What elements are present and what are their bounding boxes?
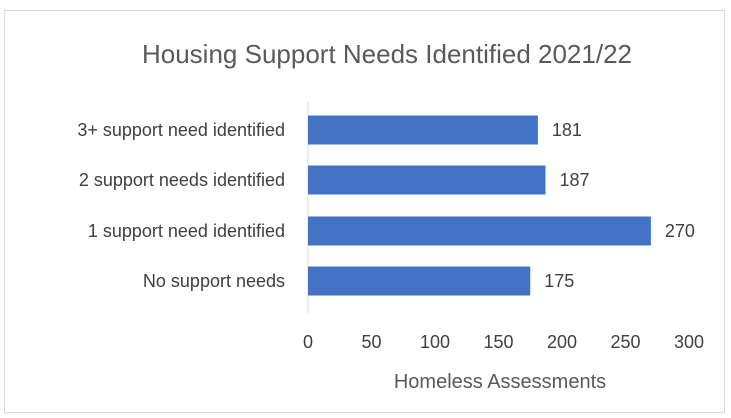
category-label-0: 3+ support need identified	[77, 120, 285, 140]
x-tick-5: 250	[610, 332, 640, 352]
x-tick-2: 100	[420, 332, 450, 352]
data-label-1: 187	[559, 170, 589, 190]
data-label-3: 175	[544, 271, 574, 291]
bar-0	[308, 115, 538, 145]
bar-1	[308, 165, 546, 195]
x-axis-title: Homeless Assessments	[394, 371, 606, 393]
data-label-0: 181	[552, 120, 582, 140]
x-tick-4: 200	[547, 332, 577, 352]
category-label-2: 1 support need identified	[88, 221, 285, 241]
data-label-2: 270	[665, 221, 695, 241]
x-tick-6: 300	[674, 332, 704, 352]
x-tick-0: 0	[303, 332, 313, 352]
chart-frame	[4, 10, 725, 413]
bar-3	[308, 266, 531, 296]
bar-2	[308, 216, 651, 246]
category-label-3: No support needs	[143, 271, 285, 291]
x-tick-3: 150	[483, 332, 513, 352]
chart-title: Housing Support Needs Identified 2021/22	[142, 39, 632, 69]
x-tick-1: 50	[361, 332, 381, 352]
category-label-1: 2 support needs identified	[79, 170, 285, 190]
